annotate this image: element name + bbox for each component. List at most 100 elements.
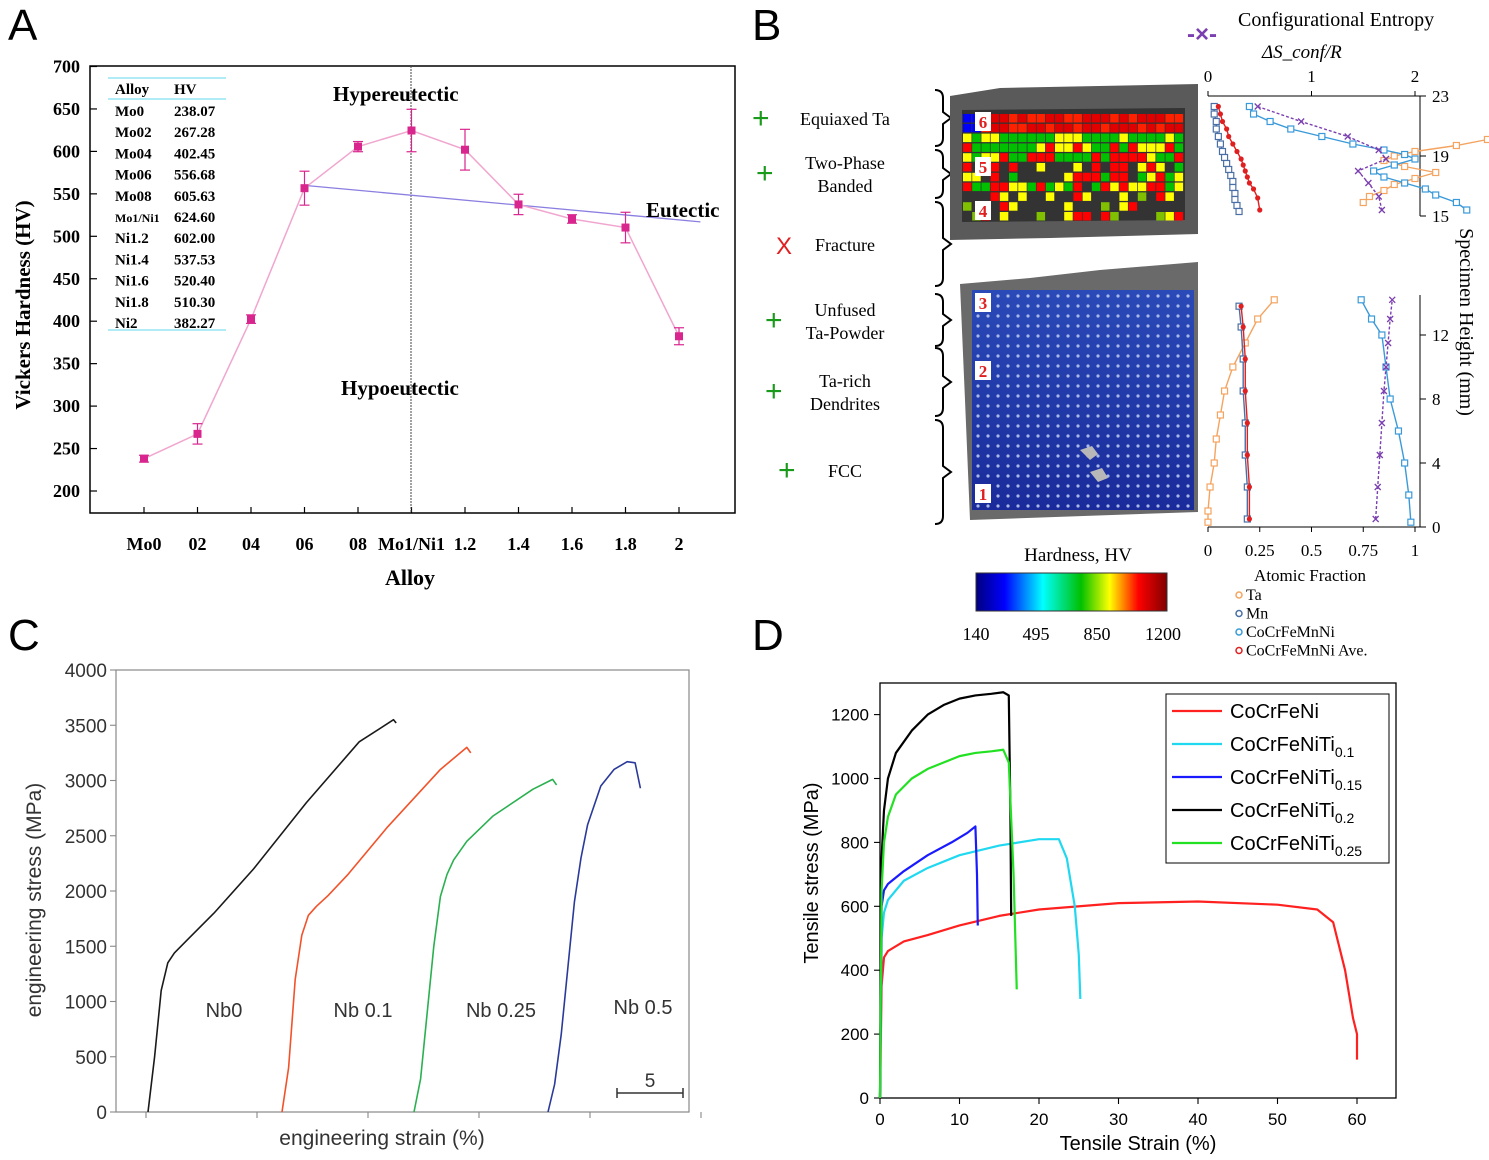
b-upper-point	[1218, 147, 1227, 156]
b-phase-label: Fracture	[815, 235, 875, 255]
b-upper-point	[1483, 135, 1489, 144]
b-grid-dot	[996, 344, 1000, 348]
b-grid-dot	[1146, 474, 1150, 478]
a-y-tick-label: 550	[53, 184, 80, 204]
b-upper-point	[1380, 146, 1388, 154]
b-heatmap-cell	[1156, 153, 1165, 162]
b-grid-dot	[1076, 504, 1080, 508]
b-heatmap-cell	[1018, 182, 1027, 192]
b-grid-dot	[1056, 354, 1060, 358]
b-heatmap-cell	[1091, 123, 1101, 133]
b-grid-dot	[1086, 324, 1090, 328]
b-upper-point	[1421, 185, 1429, 193]
b-grid-dot	[1166, 304, 1170, 308]
panel-a-y-label: Vickers Hardness (HV)	[11, 200, 35, 409]
b-heatmap-cell	[1045, 133, 1055, 143]
b-grid-dot	[1166, 324, 1170, 328]
b-grid-dot	[1016, 414, 1020, 418]
a-x-tick-label: 1.6	[561, 534, 584, 554]
b-grid-dot	[1186, 294, 1190, 298]
b-bottom-tick-label: 0.75	[1348, 541, 1378, 560]
b-grid-dot	[1126, 424, 1130, 428]
b-heatmap-cell	[1018, 192, 1027, 201]
b-heatmap-cell	[972, 133, 981, 143]
b-heatmap-cell	[1119, 202, 1128, 211]
b-grid-dot	[1056, 494, 1060, 498]
b-heatmap-cell	[1174, 123, 1184, 133]
d-legend-label: CoCrFeNi	[1230, 701, 1319, 723]
b-grid-dot	[1176, 494, 1180, 498]
b-heatmap-cell	[1009, 153, 1018, 162]
b-grid-dot	[1176, 334, 1180, 338]
b-grid-dot	[1096, 484, 1100, 488]
b-grid-dot	[1126, 364, 1130, 368]
a-table-header-alloy: Alloy	[115, 82, 150, 98]
panel-b-colorbar	[975, 572, 1168, 612]
b-grid-dot	[1016, 504, 1020, 508]
b-grid-dot	[1156, 434, 1160, 438]
b-grid-dot	[1076, 434, 1080, 438]
b-heatmap-cell	[963, 123, 972, 133]
b-heatmap-cell	[1009, 172, 1018, 182]
b-upper-point	[1452, 141, 1461, 150]
b-grid-dot	[1056, 374, 1060, 378]
d-series-line	[878, 691, 1013, 1099]
b-grid-dot	[1086, 364, 1090, 368]
panel-b-entropy-legend-label: Configurational Entropy	[1238, 9, 1434, 31]
b-region-number: 5	[979, 158, 988, 177]
b-grid-dot	[1176, 294, 1180, 298]
b-grid-dot	[996, 464, 1000, 468]
b-grid-dot	[1026, 334, 1030, 338]
b-grid-dot	[1066, 464, 1070, 468]
b-grid-dot	[1016, 334, 1020, 338]
d-series-line	[878, 748, 1018, 1099]
b-heatmap-cell	[1036, 153, 1046, 162]
b-grid-dot	[1016, 304, 1020, 308]
b-upper-point	[1369, 167, 1378, 175]
b-grid-dot	[1106, 304, 1110, 308]
b-grid-dot	[1066, 374, 1070, 378]
b-heatmap-cell	[999, 133, 1009, 143]
b-phase-label: FCC	[828, 461, 862, 481]
b-grid-dot	[1066, 344, 1070, 348]
b-grid-dot	[1176, 394, 1180, 398]
b-grid-dot	[1086, 504, 1090, 508]
b-heatmap-cell	[999, 212, 1009, 221]
b-grid-dot	[1106, 414, 1110, 418]
b-grid-dot	[1036, 434, 1040, 438]
b-upper-point	[1214, 132, 1222, 141]
b-phase-plus-marker: +	[752, 102, 770, 135]
b-grid-dot	[986, 344, 990, 348]
b-grid-dot	[1006, 434, 1010, 438]
b-grid-dot	[1156, 314, 1160, 318]
a-x-tick-label: 06	[296, 534, 314, 554]
panel-b-colorbar-ticks: 140 495 850 1200	[963, 624, 1182, 644]
b-upper-point	[1382, 155, 1390, 163]
b-grid-dot	[1116, 504, 1120, 508]
b-grid-dot	[1096, 504, 1100, 508]
b-heatmap-cell	[1036, 143, 1046, 152]
b-grid-dot	[1066, 304, 1070, 308]
b-grid-dot	[1046, 484, 1050, 488]
d-legend-label: CoCrFeNiTi0.25	[1230, 833, 1362, 859]
b-grid-dot	[1156, 504, 1160, 508]
b-grid-dot	[1066, 484, 1070, 488]
b-upper-point	[1220, 153, 1229, 162]
a-y-tick-label: 400	[53, 311, 80, 331]
b-grid-dot	[1026, 354, 1030, 358]
b-grid-dot	[1086, 344, 1090, 348]
b-legend-label: CoCrFeMnNi	[1246, 624, 1335, 641]
b-grid-dot	[996, 474, 1000, 478]
b-heatmap-cell	[999, 153, 1009, 162]
b-heatmap-cell	[981, 143, 990, 152]
b-grid-dot	[1066, 424, 1070, 428]
b-grid-dot	[1086, 444, 1090, 448]
b-grid-dot	[1166, 444, 1170, 448]
b-grid-dot	[1096, 454, 1100, 458]
b-grid-dot	[1166, 454, 1170, 458]
b-grid-dot	[1056, 404, 1060, 408]
b-grid-dot	[1016, 324, 1020, 328]
c-y-tick-label: 0	[96, 1103, 107, 1124]
b-heatmap-cell	[1064, 212, 1073, 221]
